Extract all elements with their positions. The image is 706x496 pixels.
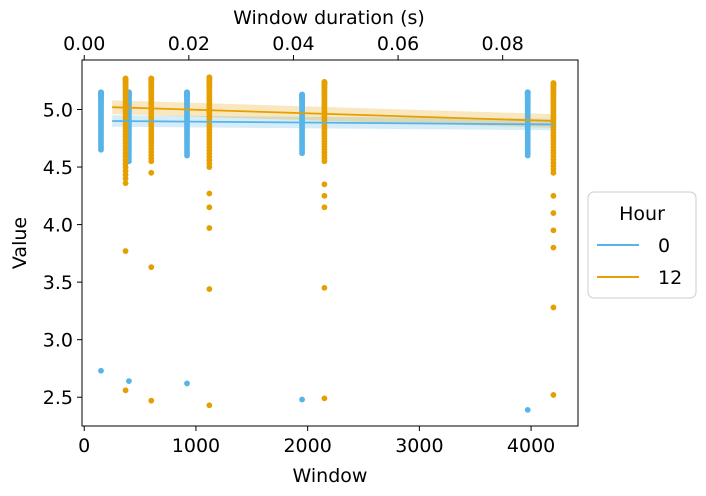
y-tick-label: 4.0 bbox=[43, 215, 73, 237]
y-tick-label: 5.0 bbox=[43, 99, 73, 121]
points-hour-0 bbox=[98, 89, 531, 413]
outlier-point bbox=[206, 402, 213, 409]
trend-lines bbox=[112, 106, 554, 126]
outlier-point bbox=[550, 210, 557, 216]
x-tick-label: 1000 bbox=[172, 435, 220, 457]
top-x-tick-label: 0.04 bbox=[272, 33, 314, 55]
outlier-point bbox=[550, 227, 557, 234]
legend-title: Hour bbox=[619, 203, 665, 225]
legend-label-hour-12: 12 bbox=[658, 267, 682, 289]
data-point bbox=[98, 146, 104, 153]
axes: 0 1000 2000 3000 4000 0.00 0.02 0.04 0.06 0.08 2.5… bbox=[43, 33, 555, 457]
data-point bbox=[524, 152, 531, 159]
top-x-tick-label: 0.08 bbox=[482, 33, 524, 55]
outlier-point bbox=[524, 406, 531, 413]
outlier-point bbox=[550, 392, 557, 398]
plot-frame bbox=[81, 59, 579, 427]
x-tick-label: 0 bbox=[78, 435, 90, 457]
outlier-point bbox=[206, 204, 213, 211]
y-tick-label: 3.5 bbox=[43, 272, 73, 294]
outlier-point bbox=[206, 225, 213, 231]
x-tick-label: 4000 bbox=[507, 435, 555, 457]
outlier-point bbox=[122, 248, 129, 254]
legend-label-hour-0: 0 bbox=[658, 235, 670, 257]
outlier-point bbox=[321, 395, 328, 402]
outlier-point bbox=[184, 380, 190, 387]
outlier-point bbox=[148, 264, 155, 271]
data-point bbox=[206, 164, 213, 170]
outlier-point bbox=[550, 304, 557, 311]
data-point bbox=[148, 158, 155, 165]
top-x-tick-label: 0.00 bbox=[63, 33, 105, 55]
outlier-point bbox=[321, 181, 328, 188]
outlier-point bbox=[206, 286, 213, 292]
data-points bbox=[98, 74, 557, 413]
outlier-point bbox=[122, 180, 129, 187]
outlier-point bbox=[98, 367, 104, 374]
trend-line-hour-0 bbox=[112, 120, 554, 126]
legend: Hour 0 12 bbox=[587, 191, 697, 299]
y-tick-label: 3.0 bbox=[43, 330, 73, 352]
outlier-point bbox=[148, 397, 155, 404]
legend-box bbox=[587, 191, 697, 299]
data-point bbox=[184, 152, 190, 159]
outlier-point bbox=[122, 387, 129, 394]
outlier-point bbox=[321, 284, 328, 291]
x-tick-label: 2000 bbox=[283, 435, 331, 457]
outlier-point bbox=[299, 396, 305, 403]
data-point bbox=[122, 175, 129, 182]
y-axis-title: Value bbox=[9, 217, 31, 269]
top-x-tick-label: 0.02 bbox=[168, 33, 210, 55]
outlier-point bbox=[550, 192, 557, 199]
trend-line-hour-12 bbox=[112, 106, 554, 122]
y-tick-label: 2.5 bbox=[43, 387, 73, 409]
data-point bbox=[550, 169, 557, 176]
data-point bbox=[299, 150, 305, 157]
confidence-bands bbox=[112, 100, 554, 131]
outlier-point bbox=[206, 190, 213, 197]
x-tick-label: 3000 bbox=[395, 435, 443, 457]
outlier-point bbox=[148, 169, 155, 176]
outlier-point bbox=[126, 378, 132, 385]
outlier-point bbox=[321, 204, 328, 211]
top-x-axis-title: Window duration (s) bbox=[233, 7, 425, 29]
outlier-point bbox=[550, 244, 557, 251]
x-axis-title: Window bbox=[293, 465, 368, 487]
outlier-point bbox=[321, 192, 328, 199]
y-tick-label: 4.5 bbox=[43, 157, 73, 179]
data-point bbox=[321, 158, 328, 165]
top-x-tick-label: 0.06 bbox=[377, 33, 419, 55]
